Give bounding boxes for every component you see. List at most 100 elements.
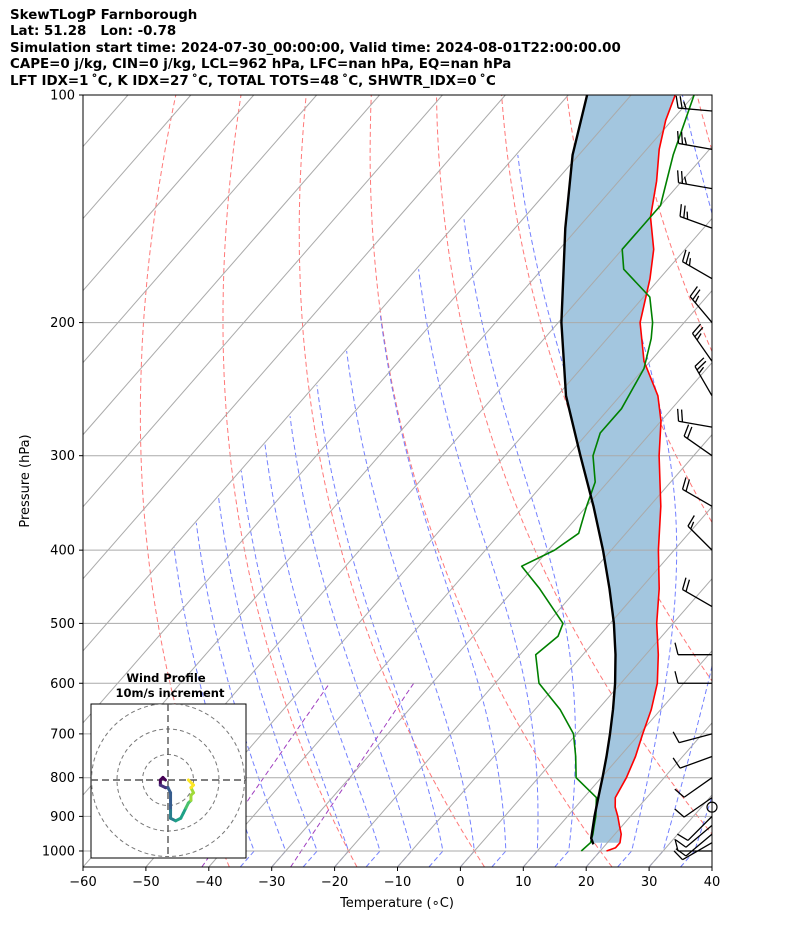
y-tick-label: 1000 (42, 844, 75, 859)
x-tick-label: −50 (132, 875, 159, 890)
barb-flag (694, 295, 700, 303)
barb-flag (685, 251, 691, 264)
barb-staff (689, 296, 713, 323)
wind-barb (675, 95, 713, 112)
isotherm-line (271, 361, 712, 867)
barb-flag (679, 204, 682, 217)
barb-staff (678, 107, 713, 112)
cape-fill-layer (561, 95, 676, 843)
wind-barbs (672, 95, 718, 861)
wind-barb (676, 131, 713, 150)
x-tick-label: −20 (321, 875, 348, 890)
barb-staff (685, 824, 713, 848)
series-dewpoint-line (520, 95, 695, 852)
dry-adiabat-line (436, 95, 712, 835)
title-location: Lat: 51.28 Lon: -0.78 (10, 24, 177, 40)
x-tick-label: −10 (384, 875, 411, 890)
isotherm-line (522, 650, 712, 867)
barb-flag (676, 170, 680, 183)
barb-flag (672, 731, 680, 743)
hodograph-subtitle: 10m/s increment (116, 686, 225, 700)
barb-flag (680, 409, 684, 422)
y-tick-label: 600 (50, 677, 75, 692)
wind-barb (683, 424, 713, 457)
barb-staff (678, 182, 713, 190)
wind-barb (675, 833, 713, 857)
barb-flag (681, 249, 687, 262)
y-tick-label: 700 (50, 727, 75, 742)
wind-barb (689, 286, 713, 323)
moist-adiabat-line (173, 546, 255, 867)
y-tick-label: 500 (50, 617, 75, 632)
barb-flag (683, 205, 686, 218)
barb-staff (683, 797, 713, 818)
y-tick-label: 200 (50, 316, 75, 331)
x-tick-label: 10 (515, 875, 532, 890)
wind-barb (675, 824, 713, 848)
dry-adiabat-line (369, 95, 613, 867)
moist-adiabat-line (680, 795, 712, 867)
isotherm-line (397, 505, 712, 867)
y-tick-label: 800 (50, 771, 75, 786)
barb-staff (678, 420, 713, 428)
barb-staff (679, 755, 713, 769)
wind-barb (674, 671, 712, 684)
barb-flag (696, 360, 707, 371)
barb-flag (676, 131, 680, 144)
dry-adiabat-line (222, 95, 358, 867)
mixing-ratio-line (201, 683, 331, 867)
barb-flag (692, 289, 701, 300)
x-tick-label: 20 (578, 875, 595, 890)
wind-barb (674, 797, 713, 818)
isotherm-line (83, 95, 632, 724)
hodograph-segment (186, 778, 195, 787)
wind-barb (679, 204, 713, 229)
moist-adiabat-line (289, 416, 413, 867)
moist-adiabat-line (648, 95, 712, 867)
barb-flag (681, 577, 687, 590)
wind-barb (691, 323, 713, 362)
barb-staff (679, 215, 713, 229)
isotherm-line (585, 722, 712, 867)
wind-barb (676, 170, 713, 190)
y-tick-label: 900 (50, 810, 75, 825)
barb-flag (674, 808, 685, 818)
barb-flag (674, 838, 679, 852)
barb-staff (682, 488, 713, 507)
barb-flag (684, 137, 688, 145)
title-times: Simulation start time: 2024-07-30_00:00:… (10, 40, 621, 56)
isotherm-line (208, 289, 712, 867)
wind-barb (672, 731, 713, 744)
isotherm-line (83, 95, 380, 436)
isotherm-line (83, 95, 569, 652)
isotherm-line (460, 578, 712, 867)
barb-flag (685, 479, 691, 492)
wind-barb (676, 408, 713, 428)
moist-adiabat-line (584, 95, 678, 867)
chart-header: SkewTLogP Farnborough Lat: 51.28 Lon: -0.… (10, 8, 621, 90)
hodograph-inset: Wind Profile 10m/s increment (90, 671, 247, 859)
wind-barb (687, 515, 713, 551)
barb-flag (681, 477, 687, 490)
barb-flag (675, 839, 687, 848)
wind-barb (674, 642, 712, 656)
barb-staff (685, 833, 713, 857)
barb-flag (677, 833, 689, 841)
y-tick-label: 300 (50, 449, 75, 464)
wind-barb (681, 477, 713, 507)
barb-flag (692, 323, 702, 334)
title-station: SkewTLogP Farnborough (10, 8, 198, 23)
barb-flag (687, 515, 695, 527)
barb-flag (686, 426, 693, 439)
wind-barb (674, 838, 712, 852)
y-axis-title: Pressure (hPa) (18, 434, 33, 527)
barb-flag (688, 258, 692, 266)
moist-adiabat-line (346, 350, 475, 867)
wind-barb (681, 249, 713, 280)
moist-adiabat-line (418, 269, 539, 867)
x-tick-label: 40 (704, 875, 721, 890)
barb-flag (674, 788, 685, 798)
moist-adiabat-line (240, 470, 350, 867)
x-tick-label: −40 (195, 875, 222, 890)
